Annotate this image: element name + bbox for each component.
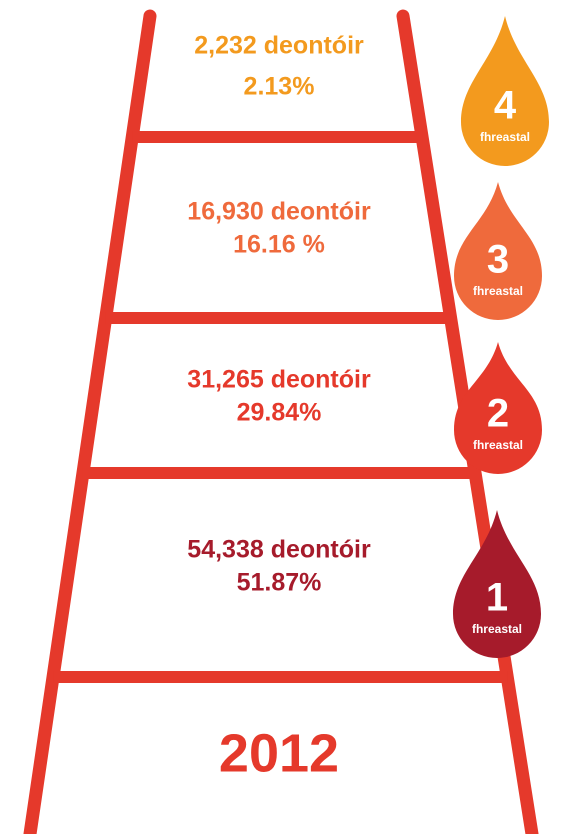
donor-percent: 51.87% (237, 569, 322, 597)
page: 2012 2,232 deontóir 2.13% 4 fhreastal 16,930… (0, 0, 562, 834)
donor-percent: 16.16 % (233, 231, 325, 259)
attendance-label: fhreastal (480, 130, 530, 144)
donor-count: 54,338 deontóir (187, 536, 371, 564)
ladder-infographic: 2012 2,232 deontóir 2.13% 4 fhreastal 16,930… (0, 0, 562, 834)
donor-count: 31,265 deontóir (187, 366, 371, 394)
attendance-label: fhreastal (473, 284, 523, 298)
year: 2012 (219, 723, 339, 783)
donor-count: 2,232 deontóir (194, 32, 364, 60)
donor-percent: 2.13% (244, 73, 315, 101)
donor-count: 16,930 deontóir (187, 198, 371, 226)
attendance-number: 1 (486, 576, 508, 620)
attendance-number: 2 (487, 392, 509, 436)
attendance-number: 4 (494, 84, 517, 128)
donor-percent: 29.84% (237, 399, 322, 427)
ladder-rail-left (30, 16, 150, 834)
attendance-number: 3 (487, 238, 509, 282)
attendance-label: fhreastal (473, 438, 523, 452)
attendance-label: fhreastal (472, 622, 522, 636)
